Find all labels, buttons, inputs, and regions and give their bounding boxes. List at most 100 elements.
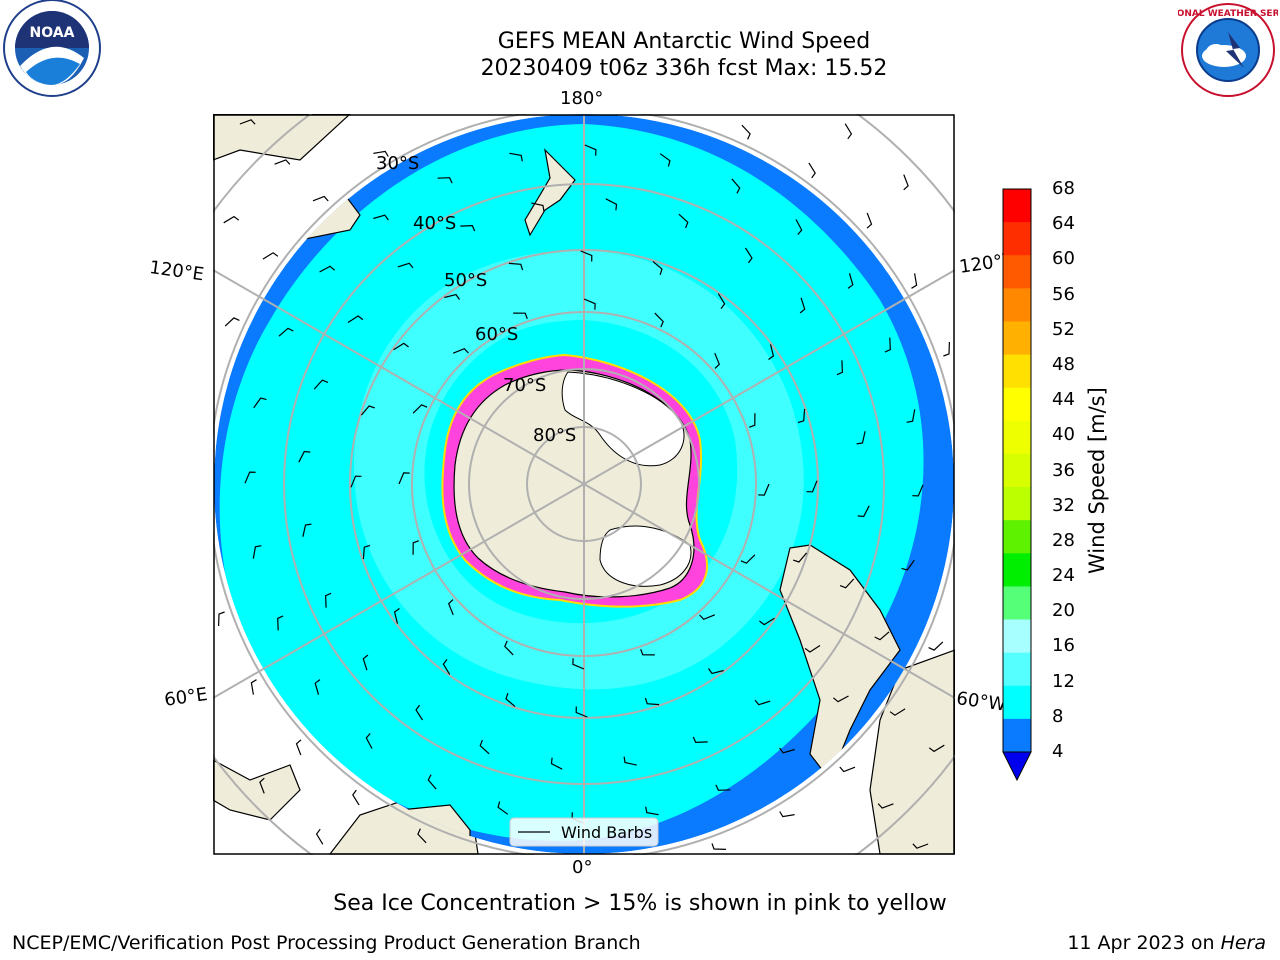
wind-barb — [912, 484, 924, 497]
colorbar-tick-label: 4 — [1052, 741, 1064, 762]
colorbar-band — [1003, 586, 1031, 621]
colorbar-band — [1003, 354, 1031, 389]
wind-barb — [427, 774, 437, 790]
legend: Wind Barbs — [509, 817, 659, 847]
wind-barb — [295, 739, 302, 756]
wind-barb — [398, 472, 410, 485]
colorbar-tick-label: 56 — [1052, 283, 1075, 305]
wind-barb — [759, 617, 775, 626]
wind-barb — [442, 659, 451, 675]
wind-barb — [274, 159, 291, 165]
wind-barb — [444, 293, 460, 300]
wind-barb — [856, 431, 866, 445]
wind-barb — [692, 736, 708, 744]
wind-barb — [844, 123, 853, 140]
wind-barb — [262, 252, 279, 260]
wind-barb — [479, 739, 490, 755]
wind-barb — [877, 803, 894, 809]
colorbar-label: Wind Speed [m/s] — [1085, 387, 1109, 574]
colorbar-tick-label: 64 — [1052, 213, 1075, 235]
wind-barb — [906, 409, 916, 423]
wind-barb — [253, 397, 267, 409]
colorbar-band — [1003, 619, 1031, 654]
wind-barb — [508, 262, 524, 271]
wind-barb — [928, 744, 945, 753]
colorbar-band — [1003, 652, 1031, 687]
wind-barb — [839, 578, 855, 589]
noaa-logo-text: NOAA — [30, 25, 75, 41]
wind-barb — [278, 327, 294, 337]
wind-barb — [314, 679, 321, 695]
wind-barb — [397, 262, 414, 269]
wind-barb — [373, 150, 389, 157]
wind-barb — [711, 843, 727, 850]
colorbar-band — [1003, 387, 1031, 422]
wind-barb — [714, 352, 721, 369]
colorbar-band — [1003, 189, 1031, 223]
wind-barb — [362, 544, 371, 560]
colorbar-extend-arrow — [1002, 751, 1032, 782]
colorbar-band — [1003, 553, 1031, 587]
latitude-labels: 30°S 40°S 50°S 60°S 70°S 80°S — [376, 153, 576, 446]
wind-barb — [393, 342, 409, 351]
wind-barb — [319, 265, 335, 273]
wind-barb — [312, 195, 329, 202]
colorbar-tick-label: 28 — [1052, 529, 1075, 551]
wind-barb — [250, 679, 257, 695]
wind-barb — [833, 695, 849, 703]
wind-barb — [583, 298, 596, 310]
wind-barb — [412, 540, 420, 555]
wind-barb — [580, 250, 593, 262]
wind-barb — [575, 706, 588, 718]
colorbar-tick-label: 68 — [1052, 178, 1075, 199]
wind-barb — [654, 312, 664, 328]
footer-right: 11 Apr 2023 on Hera — [1067, 932, 1266, 954]
colorbar-band — [1003, 321, 1031, 356]
lat-label-30s: 30°S — [376, 153, 419, 174]
colorbar-band — [1003, 453, 1031, 488]
colorbar — [1002, 188, 1032, 782]
wind-barb — [415, 704, 424, 721]
wind-barb — [699, 614, 716, 621]
wind-barb — [513, 312, 528, 320]
colorbar-band — [1003, 288, 1031, 322]
wind-barb — [572, 658, 585, 670]
wind-barb — [640, 648, 655, 656]
colorbar-band — [1003, 487, 1031, 521]
wind-barb — [360, 405, 375, 416]
colorbar-tick-label: 44 — [1052, 389, 1075, 411]
wind-barb — [799, 297, 806, 314]
wind-barb — [373, 214, 389, 221]
colorbar-tick-label: 40 — [1052, 424, 1075, 446]
wind-barb — [252, 545, 262, 559]
wind-barb — [605, 198, 618, 211]
colorbar-band — [1003, 255, 1031, 289]
wind-barb — [259, 777, 265, 794]
wind-barb — [452, 347, 469, 354]
wind-barb — [741, 124, 751, 140]
colorbar-tick-label: 32 — [1052, 494, 1075, 516]
wind-barb — [447, 599, 454, 616]
wind-barb — [584, 144, 597, 156]
legend-label: Wind Barbs — [561, 823, 652, 842]
wind-barb — [224, 317, 240, 327]
wind-barb — [839, 766, 856, 773]
colorbar-tick-label: 16 — [1052, 635, 1075, 657]
wind-barb — [911, 273, 918, 289]
longitude-lines — [213, 114, 955, 854]
wind-barb — [239, 119, 256, 125]
wind-barb — [509, 152, 523, 162]
wind-barb — [659, 153, 671, 167]
wind-barb — [531, 202, 545, 212]
colorbar-band — [1003, 685, 1031, 720]
wind-barb — [497, 801, 509, 815]
wind-barb — [313, 379, 329, 390]
wind-barb — [884, 337, 891, 353]
colorbar-tick-label: 8 — [1052, 705, 1064, 727]
colorbar-tick-label: 48 — [1052, 353, 1075, 375]
wind-barb — [901, 559, 915, 571]
colorbar-tick-label: 52 — [1052, 318, 1075, 340]
wind-barb — [717, 293, 726, 309]
wind-barb — [857, 505, 870, 518]
wind-barb — [298, 450, 311, 463]
